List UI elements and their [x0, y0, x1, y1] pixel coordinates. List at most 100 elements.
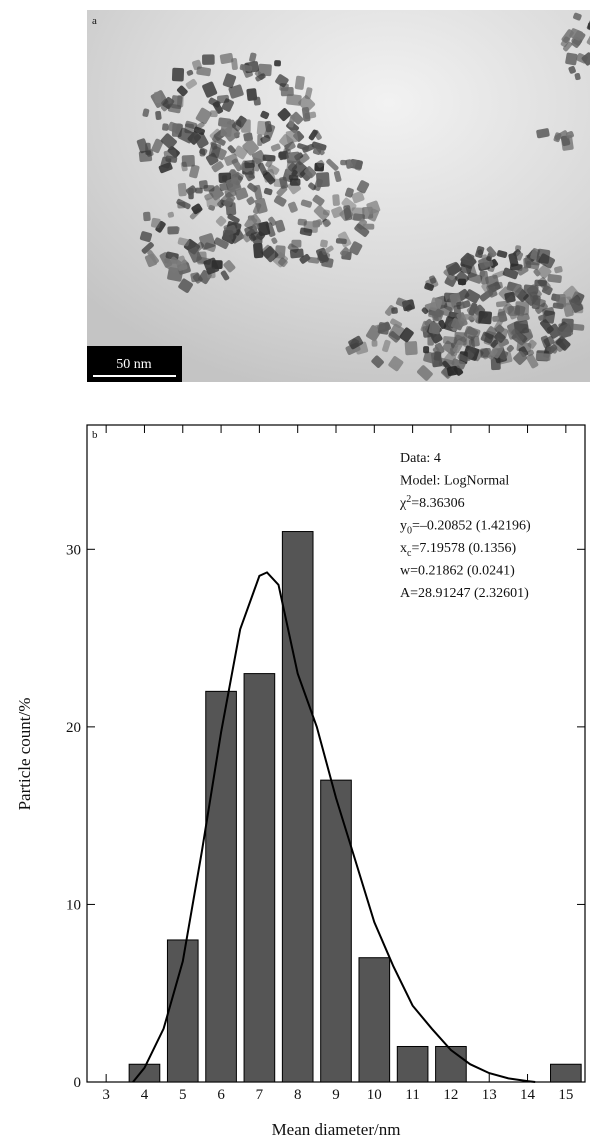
- particle: [289, 178, 301, 186]
- bar: [435, 1045, 467, 1083]
- particle: [428, 321, 441, 335]
- particle: [343, 205, 353, 221]
- particle: [202, 54, 215, 65]
- particle: [304, 166, 317, 179]
- particle: [202, 81, 218, 98]
- particle: [255, 73, 266, 82]
- x-tick-label: 13: [482, 1087, 497, 1103]
- particle: [321, 257, 334, 268]
- particle: [262, 246, 279, 263]
- particle: [506, 344, 514, 353]
- particle: [244, 160, 255, 169]
- x-tick-label: 5: [179, 1087, 187, 1103]
- particle: [460, 264, 472, 275]
- particle: [253, 243, 264, 259]
- particle: [506, 305, 517, 320]
- particle: [478, 310, 492, 325]
- particle: [531, 295, 541, 310]
- particle: [563, 285, 579, 301]
- particle: [515, 245, 522, 251]
- particle: [568, 65, 576, 74]
- particle: [147, 250, 159, 264]
- particle: [284, 141, 296, 152]
- annotation-text: x: [400, 541, 407, 556]
- particle: [278, 150, 289, 161]
- particle: [219, 53, 234, 64]
- particle: [213, 237, 229, 250]
- particle: [479, 289, 494, 302]
- particle: [371, 355, 384, 368]
- particle: [351, 191, 365, 204]
- particle: [249, 52, 257, 63]
- particle: [193, 126, 205, 135]
- particle: [447, 262, 462, 276]
- particle: [547, 344, 558, 355]
- particle: [215, 216, 227, 227]
- x-tick-label: 15: [558, 1087, 573, 1103]
- particle: [488, 348, 498, 360]
- particle: [167, 211, 175, 218]
- bar: [243, 673, 276, 1083]
- particle: [451, 358, 466, 370]
- particle: [534, 279, 547, 287]
- particle: [277, 108, 291, 122]
- particle: [191, 203, 203, 215]
- particle: [480, 347, 492, 358]
- particle: [570, 323, 585, 331]
- particle: [239, 64, 253, 72]
- particle: [508, 252, 519, 267]
- particle: [229, 169, 237, 176]
- annotation-text: Data: 4: [400, 451, 441, 466]
- annotation-text: A=28.91247 (2.32601): [400, 586, 529, 601]
- particle: [177, 182, 187, 197]
- x-tick-label: 4: [141, 1087, 149, 1103]
- particle: [322, 219, 331, 228]
- particle: [185, 78, 197, 90]
- particle: [248, 233, 257, 242]
- particle: [556, 323, 574, 339]
- particle: [354, 223, 370, 237]
- particle: [260, 110, 270, 120]
- particle: [260, 134, 271, 144]
- particle: [227, 213, 240, 224]
- x-tick-label: 7: [256, 1087, 264, 1103]
- particle: [569, 28, 584, 41]
- particle: [222, 230, 234, 240]
- particle: [143, 211, 151, 222]
- annotation-text: 2: [406, 494, 411, 505]
- particle: [299, 253, 311, 264]
- particle: [433, 308, 445, 322]
- particle: [399, 327, 414, 343]
- particle: [421, 307, 429, 315]
- particle: [209, 110, 218, 118]
- particle: [513, 351, 528, 365]
- particle: [349, 241, 363, 256]
- particle: [457, 353, 469, 363]
- particle: [535, 302, 548, 314]
- particle: [341, 197, 357, 212]
- particle: [273, 195, 287, 207]
- x-tick-label: 14: [520, 1087, 536, 1103]
- particle: [490, 339, 499, 348]
- particle: [297, 218, 307, 226]
- tem-image: [87, 10, 590, 382]
- particle: [356, 180, 370, 194]
- particle: [231, 119, 244, 132]
- particle: [298, 95, 316, 113]
- particle: [290, 111, 304, 125]
- particle: [322, 245, 334, 256]
- particle: [573, 12, 582, 21]
- particle: [253, 96, 261, 106]
- particle: [452, 340, 464, 354]
- particle: [495, 300, 508, 308]
- particle: [231, 57, 238, 71]
- particle: [552, 302, 564, 310]
- panel-label: b: [92, 429, 98, 441]
- particle: [288, 114, 296, 128]
- particle: [163, 149, 177, 160]
- particle: [196, 66, 212, 77]
- annotation-text: =8.36306: [411, 496, 464, 511]
- particle: [192, 273, 203, 284]
- particle: [496, 250, 508, 258]
- annotation-text: w=0.21862 (0.0241): [400, 564, 515, 579]
